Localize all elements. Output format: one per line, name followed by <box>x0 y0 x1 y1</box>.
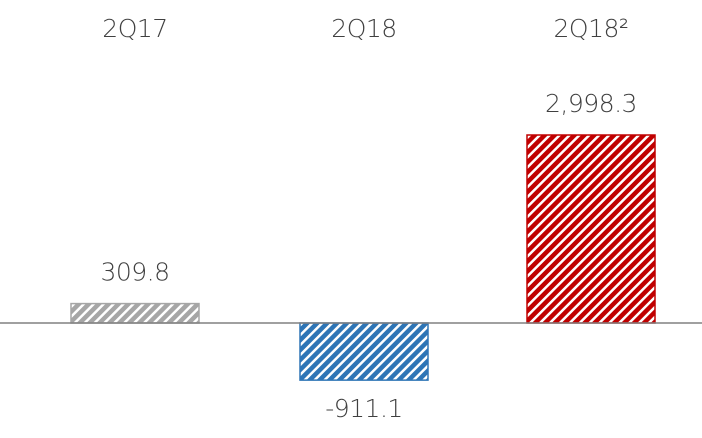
category-label: 2Q18 <box>331 14 396 43</box>
bar <box>526 134 656 324</box>
value-label: -911.1 <box>325 394 403 423</box>
value-label: 2,998.3 <box>545 89 637 118</box>
category-label: 2Q17 <box>102 14 167 43</box>
bar <box>299 322 429 381</box>
category-label: 2Q18² <box>554 14 629 43</box>
value-label: 309.8 <box>100 258 169 287</box>
bar <box>70 302 200 324</box>
